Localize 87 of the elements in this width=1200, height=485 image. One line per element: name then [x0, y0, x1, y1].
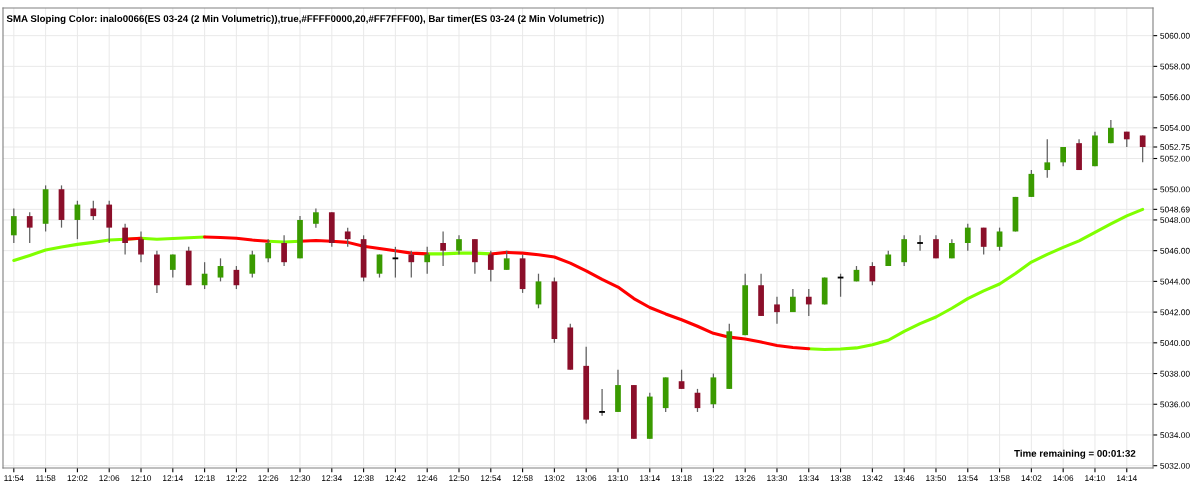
x-tick-label: 12:06: [99, 475, 120, 482]
candlestick: [313, 207, 319, 229]
candlestick: [456, 234, 462, 256]
candlestick: [678, 369, 685, 390]
x-tick-label: 11:58: [36, 475, 56, 482]
candlestick: [26, 211, 33, 244]
candlestick: [901, 234, 908, 267]
candlestick: [1060, 146, 1067, 167]
candlestick: [1044, 138, 1051, 179]
x-tick-label: 13:34: [798, 475, 819, 482]
candlestick: [599, 388, 605, 417]
y-tick-label: 5058.00: [1160, 63, 1190, 70]
candlestick: [249, 250, 256, 279]
annotation: Time remaining = 00:01:32: [1014, 449, 1136, 459]
candlestick: [440, 230, 446, 267]
x-tick-label: 13:50: [926, 475, 947, 482]
candlestick: [122, 223, 128, 256]
y-tick-label: 5056.00: [1160, 94, 1190, 101]
candlestick: [408, 250, 415, 279]
candlestick: [344, 227, 351, 248]
y-tick-label: 5052.75: [1160, 144, 1190, 151]
x-tick-label: 14:14: [1116, 475, 1137, 481]
candlestick: [10, 207, 17, 244]
candlestick: [138, 230, 144, 263]
candlestick: [774, 296, 780, 325]
x-tick-label: 13:10: [608, 475, 629, 482]
y-tick-label: 5042.00: [1160, 309, 1190, 316]
candlestick: [281, 234, 287, 267]
candlestick: [805, 288, 812, 317]
candlestick: [424, 246, 431, 275]
candlestick: [106, 200, 113, 244]
x-tick-label: 12:58: [512, 475, 533, 482]
y-tick-label: 5038.00: [1160, 370, 1190, 377]
x-tick-label: 13:54: [957, 475, 978, 482]
x-tick-label: 13:02: [544, 475, 565, 482]
x-tick-label: 13:14: [640, 475, 660, 482]
x-tick-label: 12:26: [258, 475, 279, 482]
x-tick-label: 13:58: [989, 475, 1010, 482]
y-tick-label: 5054.00: [1160, 125, 1190, 131]
candlestick: [980, 227, 987, 256]
x-tick-label: 12:38: [353, 475, 374, 482]
x-tick-label: 11:54: [4, 475, 24, 482]
candlestick: [265, 238, 272, 263]
x-tick-label: 12:02: [67, 475, 88, 482]
y-tick-label: 5032.00: [1160, 462, 1190, 469]
x-tick-label: 13:18: [671, 475, 692, 482]
text: SMA Sloping Color: inalo0066(ES 03-24 (2 Min Volumetric)),true,#FFFF0000,20,#FF7FFF00), Bar timer(ES 03-24 (2 Min Volumetric)): [6, 14, 604, 25]
x-tick-label: 14:02: [1021, 475, 1042, 482]
x-tick-label: 13:46: [894, 475, 915, 482]
y-tick-label: 5046.00: [1160, 247, 1190, 254]
x-tick-label: 13:06: [576, 475, 597, 482]
y-tick-label: 5044.00: [1160, 278, 1190, 285]
candlestick: [503, 250, 510, 271]
y-tick-label: 5040.00: [1160, 340, 1190, 346]
y-tick-label: 5050.00: [1160, 186, 1190, 193]
x-tick-label: 13:42: [862, 475, 883, 482]
x-tick-label: 12:46: [417, 475, 438, 482]
candlestick: [964, 223, 971, 252]
x-tick-label: 13:26: [735, 475, 756, 482]
candlestick: [90, 200, 97, 221]
y-tick-label: 5052.00: [1160, 155, 1190, 162]
candlestick: [917, 234, 923, 252]
y-tick-label: 5048.00: [1160, 217, 1190, 224]
candlestick: [392, 246, 399, 279]
x-tick-label: 12:50: [449, 475, 470, 482]
x-tick-label: 12:42: [385, 475, 406, 481]
x-tick-label: 13:38: [830, 475, 851, 482]
y-tick-label: 5048.69: [1160, 206, 1190, 213]
y-tick-label: 5060.00: [1160, 32, 1190, 39]
x-tick-label: 12:18: [194, 475, 215, 482]
y-tick-label: 5034.00: [1160, 432, 1190, 439]
x-tick-label: 12:22: [226, 475, 247, 481]
candlestick: [487, 250, 494, 283]
x-tick-label: 12:14: [163, 475, 183, 481]
x-tick-label: 12:10: [131, 475, 152, 482]
y-tick-label: 5036.00: [1160, 401, 1190, 408]
x-tick-label: 12:54: [481, 475, 501, 482]
candlestick: [996, 227, 1003, 252]
x-tick-label: 12:34: [322, 475, 342, 482]
candlestick: [472, 238, 478, 275]
x-tick-label: 13:22: [703, 475, 724, 482]
x-tick-label: 14:06: [1053, 475, 1074, 482]
candlestick: [1139, 134, 1146, 163]
x-tick-label: 13:30: [767, 475, 788, 482]
candlestick: [217, 257, 224, 283]
x-tick-label: 12:30: [290, 475, 311, 482]
x-tick-label: 14:10: [1085, 475, 1106, 482]
